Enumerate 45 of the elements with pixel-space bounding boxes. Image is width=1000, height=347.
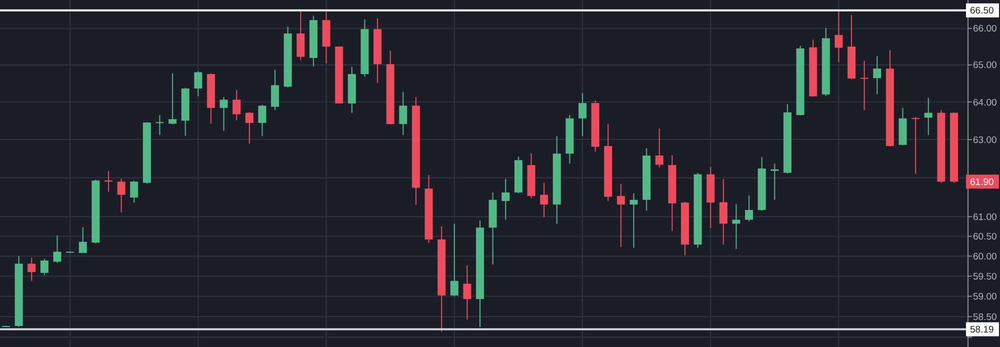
y-tick-label: 64.00: [973, 97, 997, 108]
candlestick: [578, 92, 586, 137]
y-tick-label: 59.00: [973, 292, 997, 303]
y-tick-label: 60.00: [973, 251, 997, 262]
candlestick: [156, 114, 164, 136]
candlestick: [463, 264, 472, 320]
candlestick: [745, 195, 754, 222]
candlestick: [924, 97, 932, 136]
candlestick: [616, 183, 625, 248]
candlestick: [232, 90, 241, 121]
candlestick: [258, 104, 266, 137]
candlestick: [271, 69, 280, 111]
y-tick-label: 63.00: [973, 134, 997, 146]
candlestick: [220, 96, 228, 132]
candlestick: [630, 192, 638, 248]
candlestick: [502, 178, 510, 220]
y-tick-label: 59.50: [973, 271, 997, 282]
y-tick-label: 60.50: [973, 232, 997, 243]
candlestick: [245, 112, 254, 144]
candlestick: [28, 257, 36, 282]
y-tick-label: 65.00: [973, 60, 997, 72]
ref-line-label: 66.50: [970, 6, 994, 17]
candlestick: [860, 60, 868, 111]
candlestick: [834, 10, 843, 62]
candlestick: [912, 116, 920, 174]
candlestick: [168, 72, 177, 125]
candlestick: [117, 178, 126, 213]
candlestick: [770, 163, 779, 200]
candlestick: [78, 226, 87, 254]
candlestick: [719, 178, 728, 246]
candlestick: [40, 258, 48, 276]
y-tick-label: 61.00: [973, 212, 997, 223]
candlestick: [130, 180, 138, 204]
text: 61.90: [970, 176, 994, 188]
candlestick: [399, 91, 408, 136]
ref-line-label: 58.19: [970, 324, 994, 336]
y-tick-label: 66.00: [973, 24, 997, 35]
candlestick: [53, 234, 62, 264]
candlestick: [296, 10, 305, 61]
candlestick: [655, 128, 664, 168]
candlestick: [194, 70, 202, 97]
candlestick: [540, 182, 548, 218]
candlestick: [873, 56, 882, 95]
candlestick: [450, 223, 458, 297]
y-tick-label: 58.50: [973, 312, 997, 323]
